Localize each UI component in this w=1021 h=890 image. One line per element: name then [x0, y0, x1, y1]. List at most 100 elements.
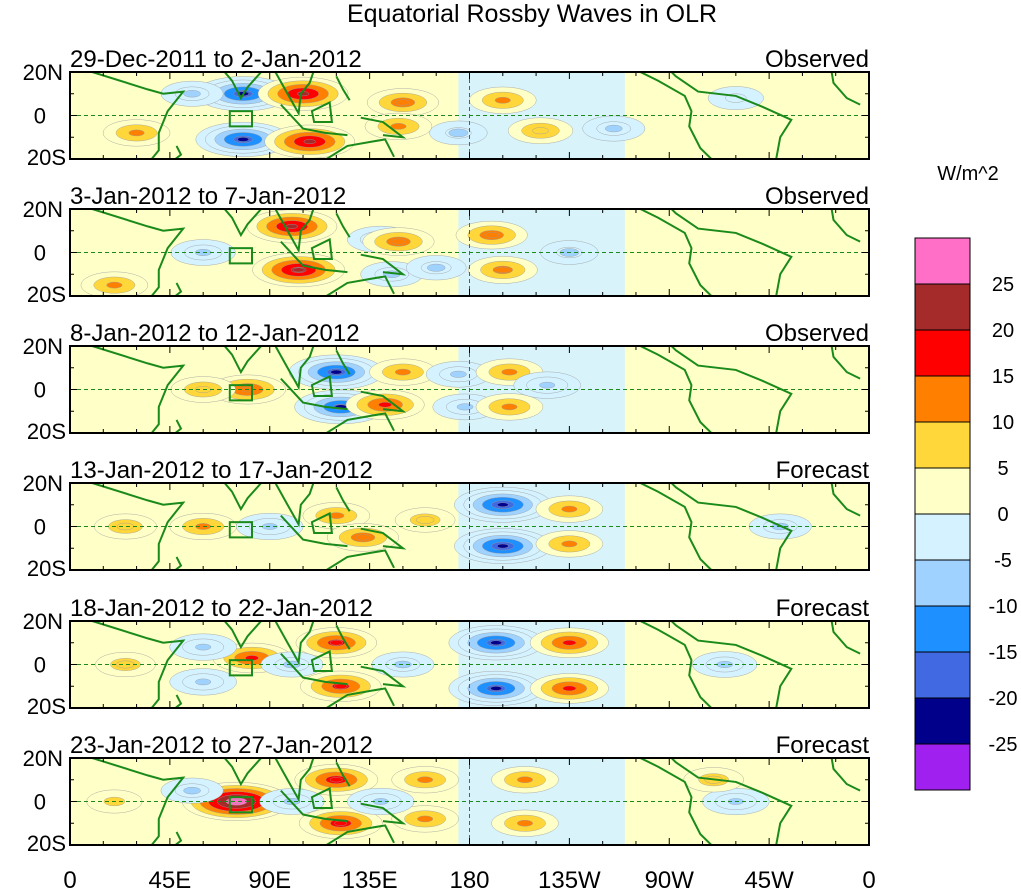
anomaly-7	[394, 507, 456, 533]
coast-australia	[324, 275, 395, 296]
anomaly-contour	[106, 281, 123, 289]
y-tick-label: 20S	[27, 831, 66, 856]
colorbar-swatch	[914, 559, 971, 607]
panel-status: Forecast	[776, 732, 870, 759]
coastlines	[91, 621, 861, 708]
coast-philippines	[335, 486, 351, 512]
y-tick-label: 20N	[23, 334, 63, 359]
anomaly-contour	[417, 776, 434, 784]
coast-borneo	[310, 237, 334, 261]
colorbar-label: -25	[989, 734, 1018, 756]
x-tick-label: 135E	[342, 867, 398, 890]
coast-indochina	[274, 758, 315, 803]
y-tick-label: 0	[34, 790, 46, 815]
coast-africa	[91, 209, 186, 296]
coast-africa	[91, 758, 186, 845]
coast-west-africa	[830, 758, 861, 792]
anomaly-8	[364, 112, 433, 140]
anomaly-8	[295, 627, 377, 659]
figure-title: Equatorial Rossby Waves in OLR	[347, 0, 717, 28]
coast-indochina	[274, 483, 315, 528]
coast-indochina	[274, 346, 315, 391]
anomaly-6	[491, 766, 559, 794]
anomaly-contour	[395, 99, 411, 106]
coast-india	[223, 346, 263, 375]
anomaly-1	[454, 486, 552, 523]
coast-india	[223, 483, 263, 512]
anomaly-contour	[394, 368, 411, 376]
anomaly-6	[362, 227, 435, 256]
coast-indonesia	[280, 103, 348, 137]
anomaly-contour	[390, 123, 407, 130]
anomaly-9	[429, 120, 488, 146]
coast-africa	[91, 346, 186, 433]
anomaly-contour	[605, 124, 623, 133]
anomaly-contour	[391, 238, 406, 245]
anomaly-contour	[285, 224, 299, 229]
coast-india	[223, 621, 263, 650]
anomaly-contour	[303, 139, 316, 144]
colorbar-swatch	[914, 697, 971, 745]
coast-west-africa	[830, 346, 861, 380]
y-tick-label: 20S	[27, 694, 66, 719]
anomaly-7	[169, 668, 237, 696]
anomaly-contour	[378, 402, 392, 408]
colorbar-label: 0	[997, 504, 1008, 526]
anomaly-8	[467, 256, 538, 284]
anomaly-3	[257, 76, 349, 111]
x-tick-label: 0	[63, 867, 76, 890]
coastlines	[91, 758, 861, 845]
anomaly-contour	[329, 777, 343, 783]
anomaly-8	[160, 777, 224, 804]
y-tick-label: 0	[34, 653, 46, 678]
coast-africa	[91, 72, 186, 159]
coast-philippines	[335, 624, 351, 650]
anomaly-contour	[328, 512, 345, 519]
anomaly-contour	[450, 370, 467, 378]
coast-australia	[324, 138, 395, 159]
anomaly-13	[707, 86, 764, 110]
coastlines	[91, 346, 861, 433]
coast-new-guinea	[360, 253, 407, 276]
panel-5: 20N 0 20S 18-Jan-2012 to 22-Jan-2012 Forecas…	[23, 595, 870, 719]
coast-indonesia	[280, 240, 348, 274]
anomaly-contour	[183, 786, 201, 795]
colorbar-label: -10	[989, 596, 1018, 618]
panel-2: 20N 0 20S 3-Jan-2012 to 7-Jan-2012 Observed	[23, 183, 870, 307]
coast-australia	[324, 412, 395, 433]
anomaly-contour	[561, 540, 578, 548]
coast-philippines	[335, 212, 351, 238]
panel-4: 20N 0 20S 13-Jan-2012 to 17-Jan-2012 Forecas…	[23, 457, 870, 581]
anomaly-6	[169, 633, 237, 661]
coast-new-guinea	[360, 802, 407, 825]
anomaly-contour	[517, 819, 533, 827]
anomaly-11	[94, 513, 157, 540]
coast-borneo	[310, 786, 334, 810]
x-axis: 0 45E 90E 135E 180 135W 90W 45W 0	[63, 867, 875, 890]
colorbar-swatch	[914, 375, 971, 423]
anomaly-contour	[195, 643, 212, 651]
anomaly-3	[529, 627, 609, 658]
anomaly-contour	[237, 137, 249, 142]
y-tick-label: 0	[34, 515, 46, 540]
coast-new-guinea	[360, 390, 407, 413]
anomaly-contour	[490, 686, 503, 691]
coast-americas-east	[670, 758, 793, 845]
coast-madagascar	[173, 831, 183, 845]
panel-period: 29-Dec-2011 to 2-Jan-2012	[70, 46, 362, 73]
colorbar-label: 10	[992, 412, 1014, 434]
coast-africa	[91, 483, 186, 570]
colorbar-swatch	[914, 605, 971, 653]
anomaly-contour	[497, 543, 509, 549]
coast-madagascar	[173, 694, 183, 708]
panel-period: 18-Jan-2012 to 22-Jan-2012	[70, 595, 373, 622]
coast-americas-west	[638, 758, 713, 845]
panel-status: Observed	[765, 46, 869, 73]
coast-madagascar	[173, 419, 183, 433]
colorbar-swatch	[914, 329, 971, 377]
coast-borneo	[310, 100, 334, 124]
colorbar-swatch	[914, 421, 971, 469]
x-tick-label: 135W	[538, 867, 601, 890]
y-tick-label: 20S	[27, 145, 66, 170]
panel-period: 13-Jan-2012 to 17-Jan-2012	[70, 457, 373, 484]
